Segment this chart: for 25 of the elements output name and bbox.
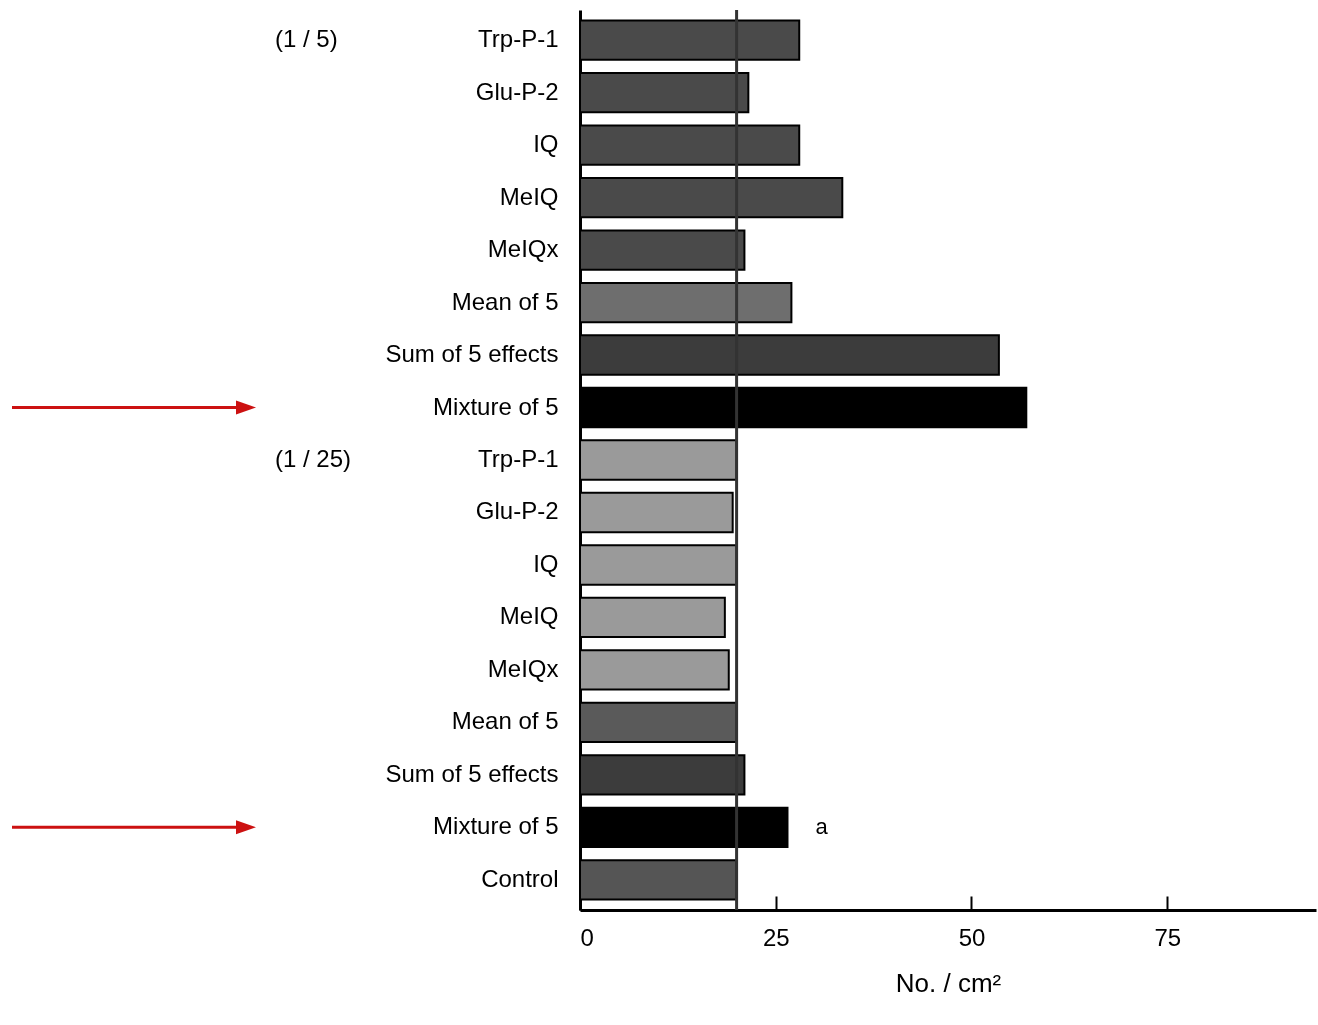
y-tick-label: Mixture of 5 <box>433 812 559 840</box>
text: (1 / 25) <box>275 445 352 472</box>
y-tick-label: Glu-P-2 <box>475 77 559 105</box>
y-tick-label: Sum of 5 effects <box>385 340 559 368</box>
text: (1 / 5) <box>275 25 338 53</box>
x-tick-label: 25 <box>762 923 790 951</box>
x-tick-label: 0 <box>580 923 594 951</box>
y-tick-label: IQ <box>533 130 559 158</box>
y-tick-label: MeIQ <box>499 182 559 210</box>
y-tick-label: Mean of 5 <box>451 287 559 315</box>
x-tick-label: 50 <box>958 923 986 951</box>
y-tick-label: Trp-P-1 <box>478 25 559 53</box>
y-tick-label: Mean of 5 <box>451 707 559 735</box>
y-tick-label: IQ <box>533 549 559 577</box>
y-tick-label: Control <box>481 864 559 892</box>
y-tick-label: MeIQ <box>499 602 559 630</box>
y-tick-label: MeIQx <box>487 235 559 263</box>
y-tick-label: Sum of 5 effects <box>385 759 559 787</box>
y-tick-label: MeIQx <box>487 654 559 682</box>
y-tick-label: Mixture of 5 <box>433 392 559 420</box>
annotation: a <box>815 814 829 840</box>
x-axis-title: No. / cm² <box>895 967 1002 998</box>
y-tick-label: Glu-P-2 <box>475 497 559 525</box>
x-tick-label: 75 <box>1154 923 1182 951</box>
y-tick-label: Trp-P-1 <box>478 445 559 472</box>
